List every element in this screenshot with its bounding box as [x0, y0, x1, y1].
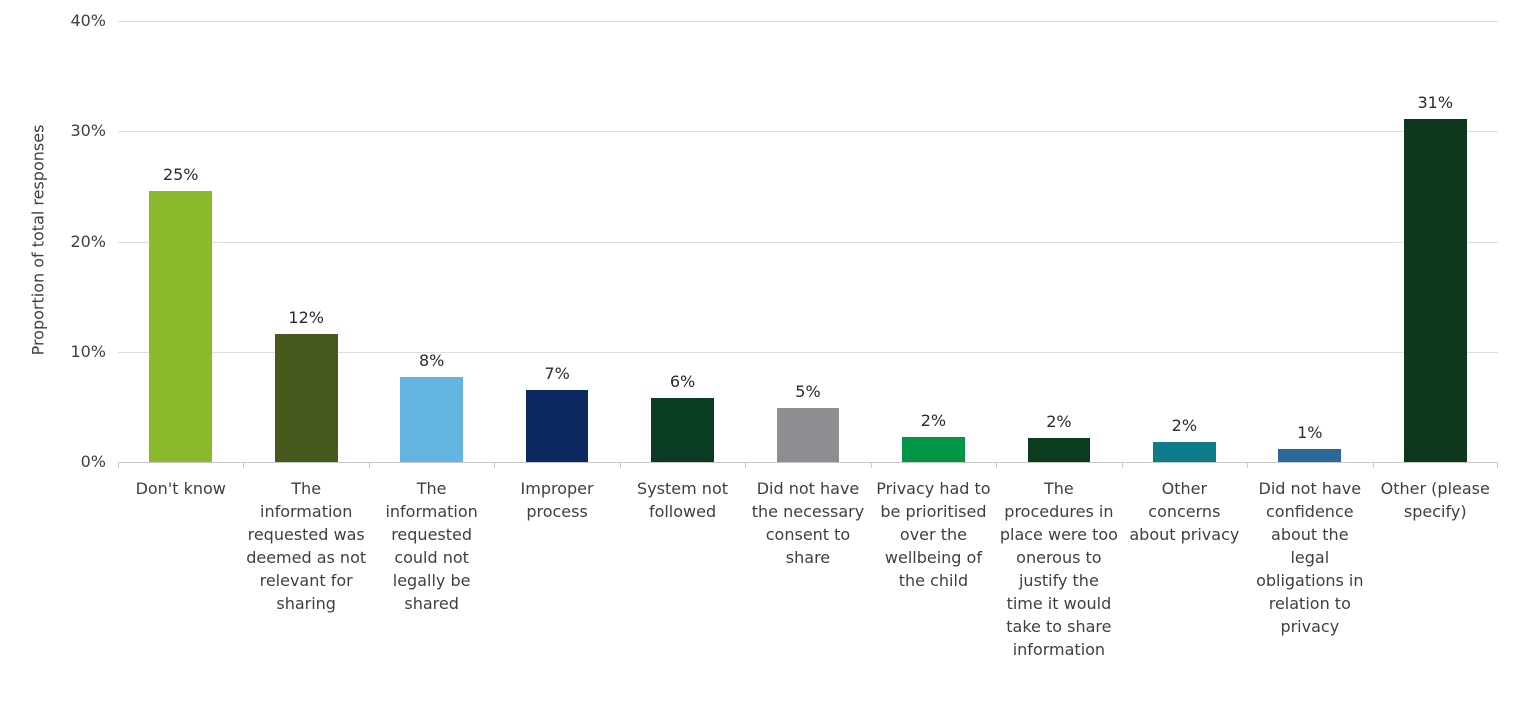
- x-axis-tick: [870, 462, 872, 468]
- x-axis-category-label: Don't know: [135, 479, 226, 498]
- plot-area: 0% 10% 20% 30% 40% 25% Don't know 12% The inform…: [70, 12, 1498, 659]
- x-axis-tick: [745, 462, 747, 468]
- x-axis-category-label: Privacy had to be prioritised over the w…: [876, 479, 991, 590]
- x-axis-tick: [619, 462, 621, 468]
- y-tick-label: 0%: [80, 452, 106, 471]
- bar: [525, 390, 589, 462]
- bar: [1403, 119, 1467, 462]
- category-slot: 8% The information requested could not le…: [369, 21, 494, 613]
- bar: [274, 334, 338, 462]
- x-axis-category-label: The procedures in place were too onerous…: [999, 479, 1118, 659]
- bar: [1152, 442, 1216, 462]
- x-axis-tick: [243, 462, 245, 468]
- y-tick-label: 10%: [70, 341, 106, 361]
- gridline-40%: [118, 21, 1498, 22]
- bar: [1278, 448, 1342, 462]
- category-slot: 6% System not followed: [620, 21, 745, 521]
- bar: [1027, 437, 1091, 462]
- bar: [902, 436, 965, 462]
- category-slot: 7% Improper process: [494, 21, 619, 521]
- bar: [149, 190, 213, 462]
- category-slot: 2% Other concerns about privacy: [1122, 21, 1247, 544]
- y-axis-title: Proportion of total responses: [28, 124, 48, 356]
- gridline-30%: [118, 131, 1498, 133]
- x-axis-tick: [1247, 462, 1249, 468]
- bar: [776, 407, 840, 462]
- bar-value-label: 2%: [1171, 416, 1198, 436]
- gridline-20%: [118, 241, 1498, 243]
- bar-value-label: 1%: [1297, 422, 1323, 442]
- bar-value-label: 25%: [162, 164, 199, 184]
- bar-value-label: 6%: [669, 372, 696, 392]
- category-slot: 1% Did not have confidence about the lega…: [1247, 21, 1372, 636]
- x-axis-category-label: System not followed: [637, 479, 728, 521]
- bar-value-label: 7%: [544, 364, 570, 384]
- bar-value-label: 5%: [795, 381, 821, 401]
- y-tick-label: 30%: [70, 121, 106, 141]
- x-axis-tick: [368, 462, 370, 468]
- bar-value-label: 31%: [1417, 93, 1454, 113]
- category-slot: 25% Don't know: [118, 21, 243, 498]
- x-axis-tick: [1121, 462, 1123, 468]
- x-axis-category-label: Other concerns about privacy: [1129, 479, 1240, 544]
- x-axis-tick: [1372, 462, 1374, 468]
- category-slot: 31% Other (please specify): [1373, 21, 1498, 521]
- bar-value-label: 12%: [288, 308, 324, 328]
- x-axis-tick: [996, 462, 998, 468]
- bar: [651, 398, 714, 462]
- category-slot: 12% The information requested was deemed …: [243, 21, 368, 613]
- x-axis-category-label: Other (please specify): [1380, 479, 1490, 521]
- x-axis-category-label: The information requested could not lega…: [385, 479, 478, 613]
- category-slot: 2% The procedures in place were too onero…: [996, 21, 1121, 659]
- x-axis-category-label: The information requested was deemed as …: [246, 479, 367, 613]
- category-slot: 2% Privacy had to be prioritised over the…: [871, 21, 996, 590]
- bar-value-label: 8%: [418, 351, 445, 371]
- bar-value-label: 2%: [920, 410, 947, 430]
- gridline-10%: [118, 351, 1498, 353]
- x-axis-category-label: Did not have confidence about the legal …: [1256, 479, 1364, 636]
- x-axis-category-label: Improper process: [520, 479, 594, 521]
- x-axis-tick: [494, 462, 496, 468]
- category-slot: 5% Did not have the necessary consent to …: [745, 21, 870, 567]
- bar-value-label: 2%: [1046, 411, 1072, 431]
- y-tick-label: 20%: [70, 231, 106, 251]
- y-tick-label: 40%: [70, 11, 106, 30]
- bar: [400, 377, 463, 462]
- x-axis-tick: [118, 462, 119, 468]
- x-axis-tick: [1497, 462, 1498, 468]
- x-axis-category-label: Did not have the necessary consent to sh…: [751, 479, 865, 567]
